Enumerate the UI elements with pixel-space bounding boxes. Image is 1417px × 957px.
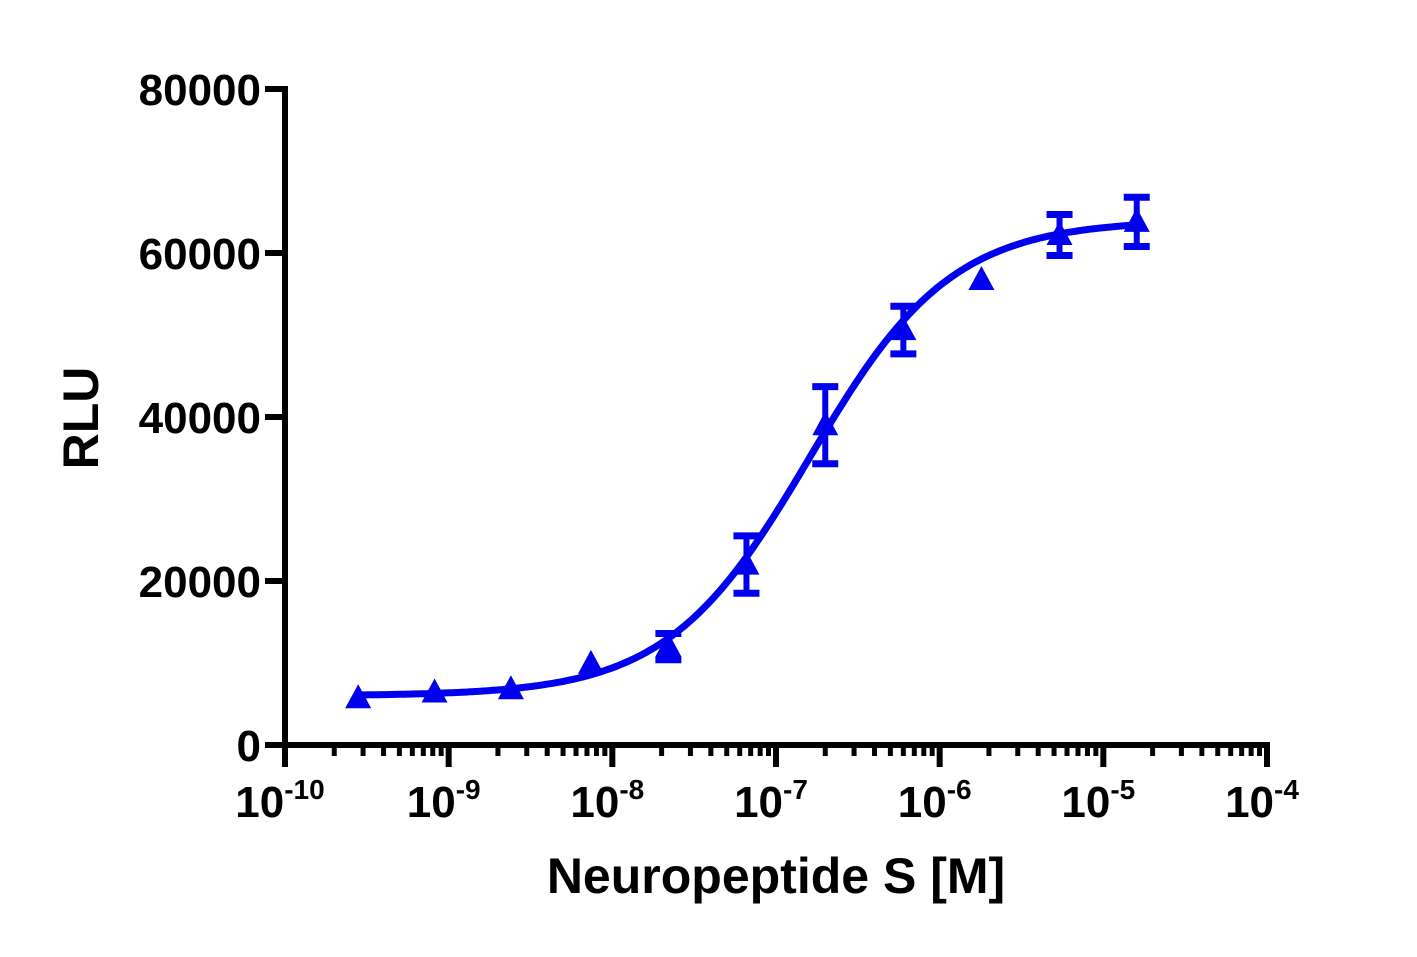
x-axis-label: Neuropeptide S [M] — [547, 848, 1005, 904]
tick-base: 10 — [1225, 778, 1274, 827]
y-tick-label: 20000 — [139, 558, 261, 607]
tick-base: 10 — [570, 778, 619, 827]
data-point — [733, 550, 760, 575]
tick-base: 10 — [1061, 778, 1110, 827]
data-point — [812, 411, 839, 436]
data-point — [1046, 220, 1073, 245]
data-point — [655, 632, 682, 657]
data-marks — [345, 193, 1150, 709]
tick-exponent: -5 — [1110, 774, 1135, 805]
fit-curve — [358, 221, 1137, 699]
data-point — [577, 649, 604, 674]
y-tick-label: 0 — [237, 722, 261, 771]
x-tick-label: 10-10 — [235, 774, 324, 827]
tick-exponent: -6 — [947, 774, 972, 805]
tick-base: 10 — [235, 778, 284, 827]
x-tick-label: 10-6 — [898, 774, 972, 827]
data-point — [890, 316, 917, 341]
tick-base: 10 — [898, 778, 947, 827]
data-point — [497, 675, 524, 700]
data-point — [1123, 207, 1150, 232]
y-axis-label: RLU — [53, 367, 109, 470]
x-tick-label: 10-5 — [1061, 774, 1135, 827]
tick-base: 10 — [734, 778, 783, 827]
x-tick-label: 10-4 — [1225, 774, 1299, 827]
tick-exponent: -10 — [284, 774, 324, 805]
x-tick-label: 10-7 — [734, 774, 808, 827]
data-point — [421, 678, 448, 703]
y-tick-label: 40000 — [139, 394, 261, 443]
tick-exponent: -8 — [619, 774, 644, 805]
data-point — [345, 684, 372, 709]
data-point — [968, 266, 995, 291]
x-tick-label: 10-9 — [407, 774, 481, 827]
y-tick-label: 80000 — [139, 66, 261, 115]
tick-exponent: -7 — [783, 774, 808, 805]
tick-base: 10 — [407, 778, 456, 827]
y-tick-label: 60000 — [139, 230, 261, 279]
x-tick-label: 10-8 — [570, 774, 644, 827]
tick-exponent: -4 — [1274, 774, 1299, 805]
tick-exponent: -9 — [456, 774, 481, 805]
